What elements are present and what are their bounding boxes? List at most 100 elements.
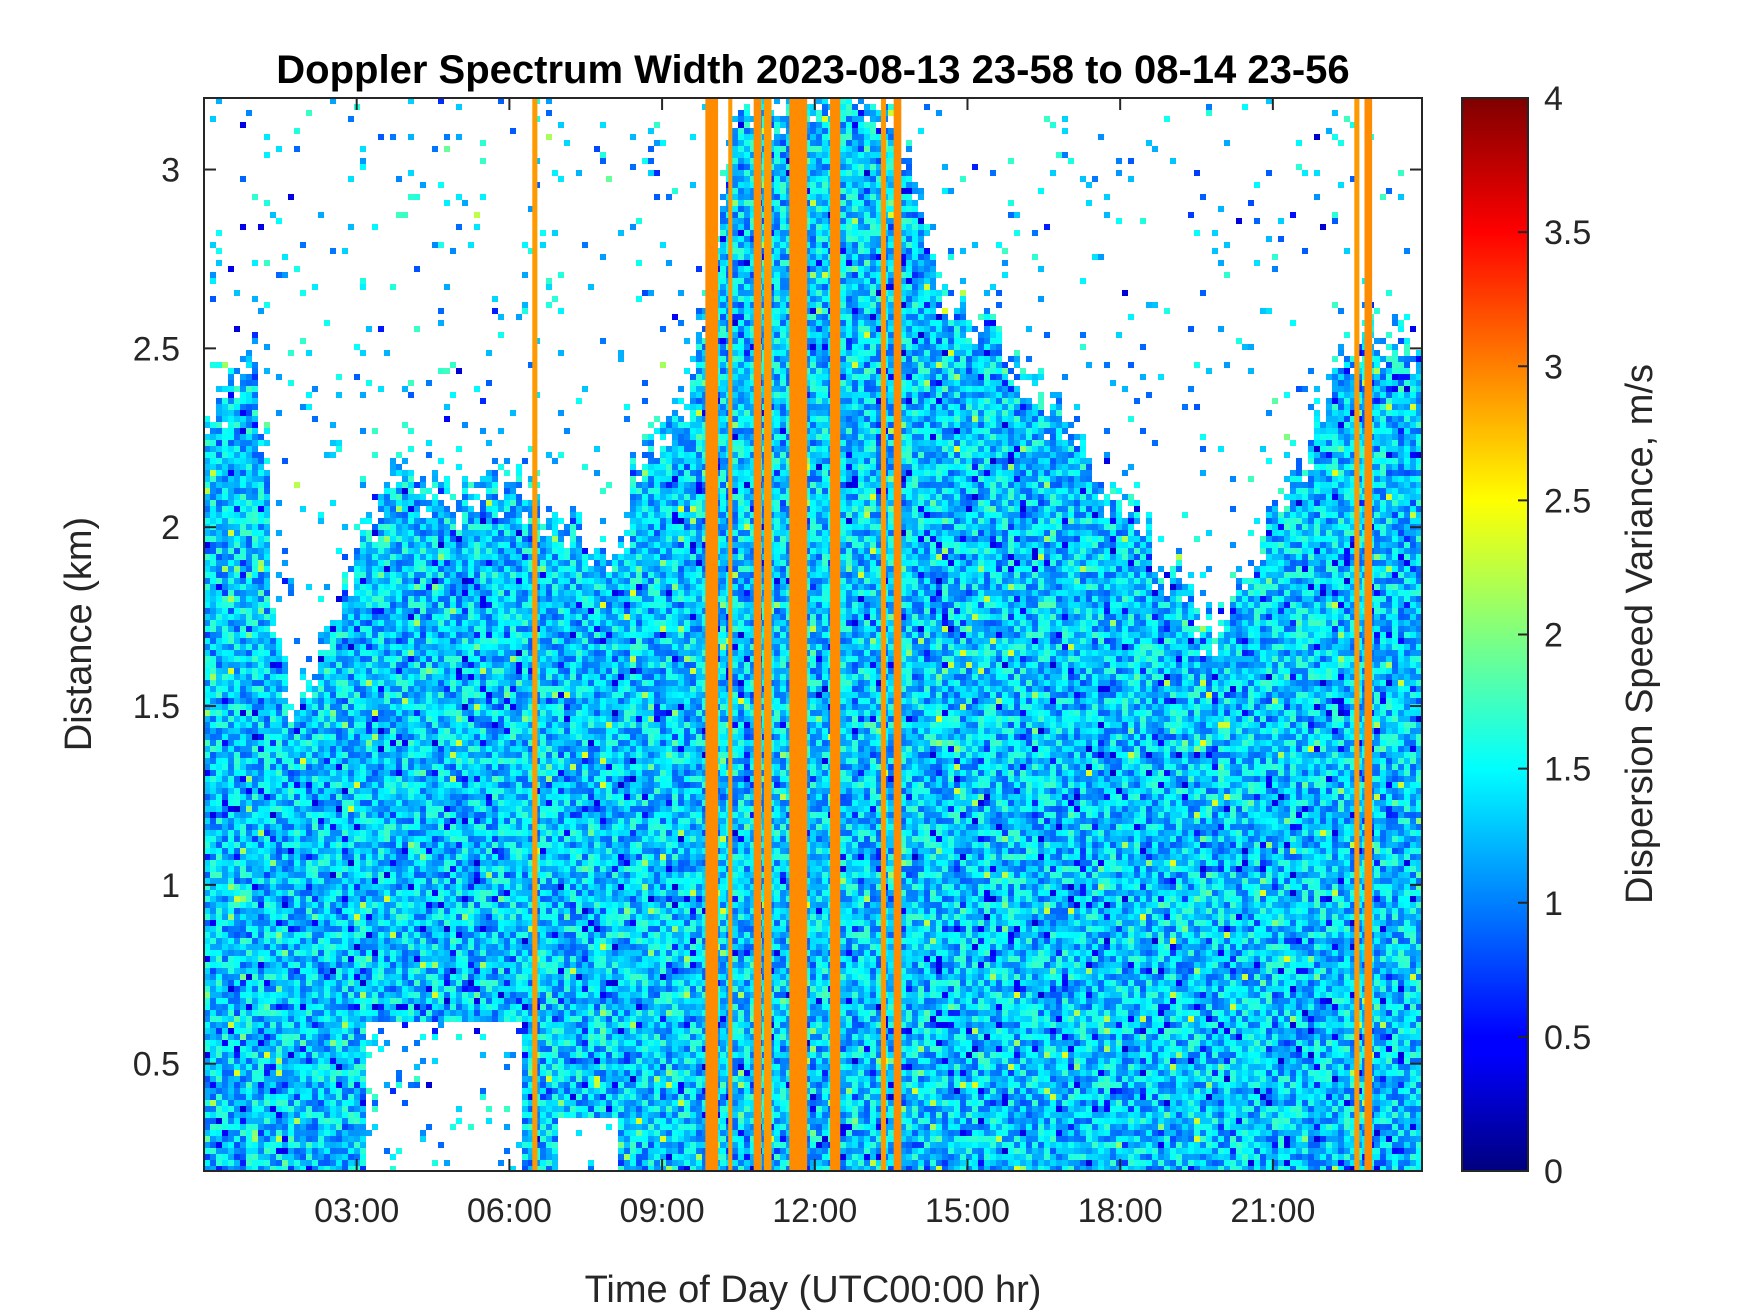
heatmap-cell [354,554,360,560]
heatmap-cell [486,686,492,692]
heatmap-cell [480,830,486,836]
heatmap-cell [384,692,390,698]
heatmap-cell [396,914,402,920]
heatmap-cell [294,482,300,488]
heatmap-cell [246,374,252,380]
heatmap-cell [258,650,264,656]
heatmap-cell [354,950,360,956]
heatmap-cell [216,968,222,974]
heatmap-cell [354,374,360,380]
heatmap-cell [246,728,252,734]
heatmap-cell [228,998,234,1004]
heatmap-cell [348,680,354,686]
heatmap-cell [306,1148,312,1154]
heatmap-cell [438,182,444,188]
heatmap-cell [306,1070,312,1076]
heatmap-cell [354,1040,360,1046]
heatmap-cell [210,458,216,464]
heatmap-cell [288,590,294,596]
heatmap-cell [360,914,366,920]
heatmap-cell [432,1160,438,1166]
heatmap-cell [396,782,402,788]
heatmap-cell [342,1160,348,1166]
heatmap-cell [216,542,222,548]
heatmap-cell [426,1124,432,1130]
heatmap-cell [360,284,366,290]
heatmap-cell [372,710,378,716]
heatmap-cell [270,884,276,890]
heatmap-cell [354,686,360,692]
heatmap-cell [480,1034,486,1040]
heatmap-cell [474,524,480,530]
heatmap-cell [264,1016,270,1022]
heatmap-cell [336,1082,342,1088]
heatmap-cell [462,626,468,632]
heatmap-cell [420,926,426,932]
heatmap-cell [474,812,480,818]
heatmap-cell [438,884,444,890]
heatmap-cell [474,902,480,908]
heatmap-cell [480,542,486,548]
heatmap-cell [246,350,252,356]
heatmap-cell [402,542,408,548]
heatmap-cell [456,596,462,602]
heatmap-cell [324,722,330,728]
heatmap-cell [216,386,222,392]
heatmap-cell [324,872,330,878]
heatmap-cell [348,614,354,620]
heatmap-cell [432,620,438,626]
heatmap-cell [288,1154,294,1160]
heatmap-cell [348,800,354,806]
heatmap-cell [252,398,258,404]
heatmap-cell [216,1082,222,1088]
heatmap-cell [300,866,306,872]
heatmap-cell [438,662,444,668]
heatmap-cell [468,1016,474,1022]
heatmap-cell [270,734,276,740]
heatmap-cell [234,1046,240,1052]
heatmap-cell [366,944,372,950]
heatmap-cell [306,1142,312,1148]
heatmap-cell [468,908,474,914]
heatmap-cell [270,842,276,848]
heatmap-cell [228,764,234,770]
heatmap-cell [294,902,300,908]
heatmap-cell [342,656,348,662]
heatmap-cell [300,1094,306,1100]
heatmap-cell [222,1124,228,1130]
heatmap-cell [486,728,492,734]
heatmap-cell [486,938,492,944]
heatmap-cell [210,1058,216,1064]
heatmap-cell [270,632,276,638]
heatmap-cell [372,896,378,902]
heatmap-cell [228,746,234,752]
heatmap-cell [396,776,402,782]
heatmap-cell [360,962,366,968]
heatmap-cell [276,1106,282,1112]
heatmap-cell [480,500,486,506]
heatmap-cell [216,878,222,884]
heatmap-cell [360,710,366,716]
heatmap-cell [330,626,336,632]
heatmap-cell [366,566,372,572]
heatmap-cell [348,998,354,1004]
heatmap-cell [324,920,330,926]
heatmap-cell [390,284,396,290]
heatmap-cell [246,920,252,926]
heatmap-cell [474,848,480,854]
heatmap-cell [354,920,360,926]
heatmap-cell [204,1148,210,1154]
heatmap-cell [312,890,318,896]
heatmap-cell [288,1022,294,1028]
heatmap-cell [288,842,294,848]
heatmap-cell [402,482,408,488]
heatmap-cell [300,746,306,752]
heatmap-cell [456,800,462,806]
heatmap-cell [372,686,378,692]
heatmap-cell [264,650,270,656]
heatmap-cell [348,728,354,734]
heatmap-cell [360,992,366,998]
heatmap-cell [378,914,384,920]
heatmap-cell [288,764,294,770]
heatmap-cell [342,1130,348,1136]
